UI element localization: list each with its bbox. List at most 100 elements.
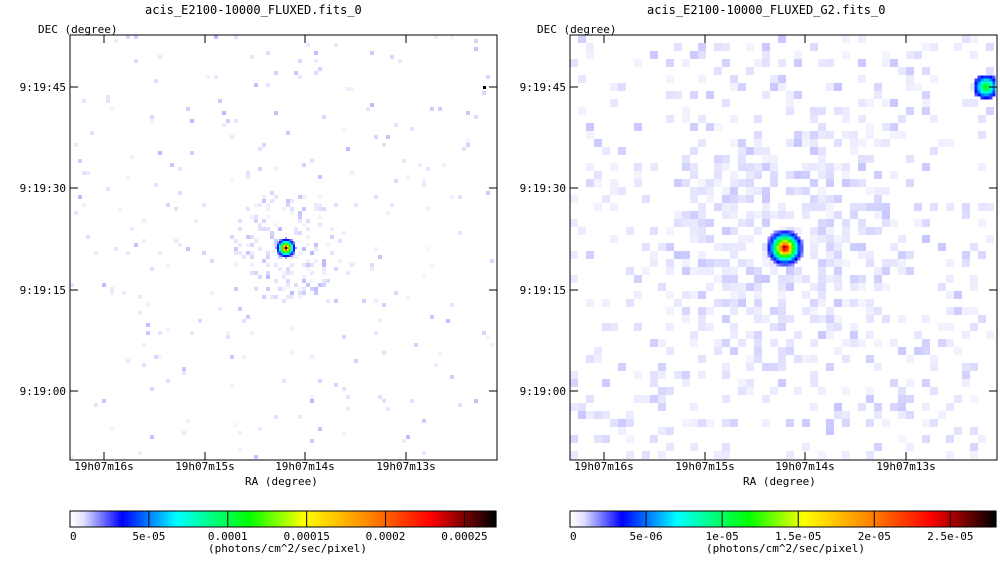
colorbar-segment <box>938 511 942 527</box>
pixel <box>810 131 818 139</box>
pixel <box>794 187 802 195</box>
pixel <box>690 227 698 235</box>
x-tick-label: 19h07m14s <box>775 460 835 473</box>
pixel <box>658 427 666 435</box>
pixel <box>882 211 890 219</box>
pixel <box>767 248 771 252</box>
pixel <box>290 211 294 215</box>
colorbar-segment <box>947 511 950 527</box>
colorbar-tick-label: 1e-05 <box>706 530 739 543</box>
pixel <box>290 271 294 275</box>
colorbar-segment <box>466 511 469 527</box>
pixel <box>674 299 682 307</box>
pixel <box>906 75 914 83</box>
pixel <box>310 439 314 443</box>
pixel <box>714 123 722 131</box>
pixel <box>818 299 826 307</box>
pixel <box>970 99 978 107</box>
colorbar-segment <box>804 511 808 527</box>
plot-area[interactable] <box>70 35 497 460</box>
colorbar-segment <box>336 511 339 527</box>
pixel <box>810 251 818 259</box>
colorbar-segment <box>783 511 786 527</box>
pixel <box>914 203 922 211</box>
pixel <box>785 230 789 234</box>
pixel <box>106 95 110 99</box>
colorbar-tick-label: 0.00015 <box>283 530 329 543</box>
pixel <box>293 253 295 255</box>
pixel <box>954 307 962 315</box>
pixel <box>788 245 792 249</box>
pixel <box>770 242 774 246</box>
pixel <box>285 247 287 249</box>
pixel <box>578 403 586 411</box>
pixel <box>298 415 302 419</box>
colorbar-segment <box>759 511 763 527</box>
pixel <box>370 263 374 267</box>
pixel <box>302 247 306 251</box>
colorbar-segment <box>159 511 163 527</box>
colorbar-segment <box>757 511 761 527</box>
pixel <box>298 215 302 219</box>
plot-svg: 19h07m16s 19h07m15s 19h07m14s 19h07m13s9:19… <box>20 34 498 543</box>
colorbar-segment <box>765 511 769 527</box>
pixel <box>222 111 226 115</box>
chart-title: acis_E2100-10000_FLUXED.fits_0 <box>145 3 362 17</box>
pixel <box>874 267 882 275</box>
pixel <box>834 139 842 147</box>
pixel <box>730 291 738 299</box>
pixel <box>346 147 350 151</box>
y-tick-label: 9:19:00 <box>520 385 566 398</box>
pixel <box>281 241 283 243</box>
pixel <box>146 303 150 307</box>
pixel <box>818 283 826 291</box>
pixel <box>779 233 783 237</box>
colorbar-segment <box>932 511 935 527</box>
colorbar-segment <box>910 511 914 527</box>
pixel <box>618 419 626 427</box>
colorbar-segment <box>674 511 678 527</box>
pixel <box>762 395 770 403</box>
pixel <box>858 275 866 283</box>
pixel <box>386 407 390 411</box>
colorbar-segment <box>915 511 918 527</box>
pixel <box>754 163 762 171</box>
pixel <box>722 195 730 203</box>
pixel <box>978 115 986 123</box>
pixel <box>788 254 792 258</box>
pixel <box>980 87 984 91</box>
colorbar-segment <box>444 511 448 527</box>
colorbar-segment <box>868 511 871 527</box>
colorbar-segment <box>261 511 265 527</box>
pixel <box>714 259 722 267</box>
pixel <box>706 235 714 243</box>
pixel <box>338 239 342 243</box>
pixel <box>826 203 834 211</box>
pixel <box>290 327 294 331</box>
pixel <box>318 195 322 199</box>
pixel <box>714 163 722 171</box>
pixel <box>802 171 810 179</box>
pixel <box>266 255 270 259</box>
pixel <box>773 236 777 240</box>
colorbar-segment <box>736 511 739 527</box>
colorbar-segment <box>291 511 295 527</box>
pixel <box>785 245 789 249</box>
colorbar-segment <box>110 511 114 527</box>
pixel <box>730 419 738 427</box>
pixel <box>270 199 274 203</box>
x-tick-label: 19h07m14s <box>275 460 335 473</box>
pixel <box>586 163 594 171</box>
plot-area[interactable] <box>570 35 997 460</box>
pixel <box>834 243 842 251</box>
pixel <box>788 236 792 240</box>
pixel <box>850 139 858 147</box>
pixel <box>834 195 842 203</box>
pixel <box>722 243 730 251</box>
pixel <box>286 199 290 203</box>
pixel <box>279 253 281 255</box>
pixel <box>722 259 730 267</box>
pixel <box>866 307 874 315</box>
pixel <box>586 395 594 403</box>
pixel <box>482 91 486 95</box>
